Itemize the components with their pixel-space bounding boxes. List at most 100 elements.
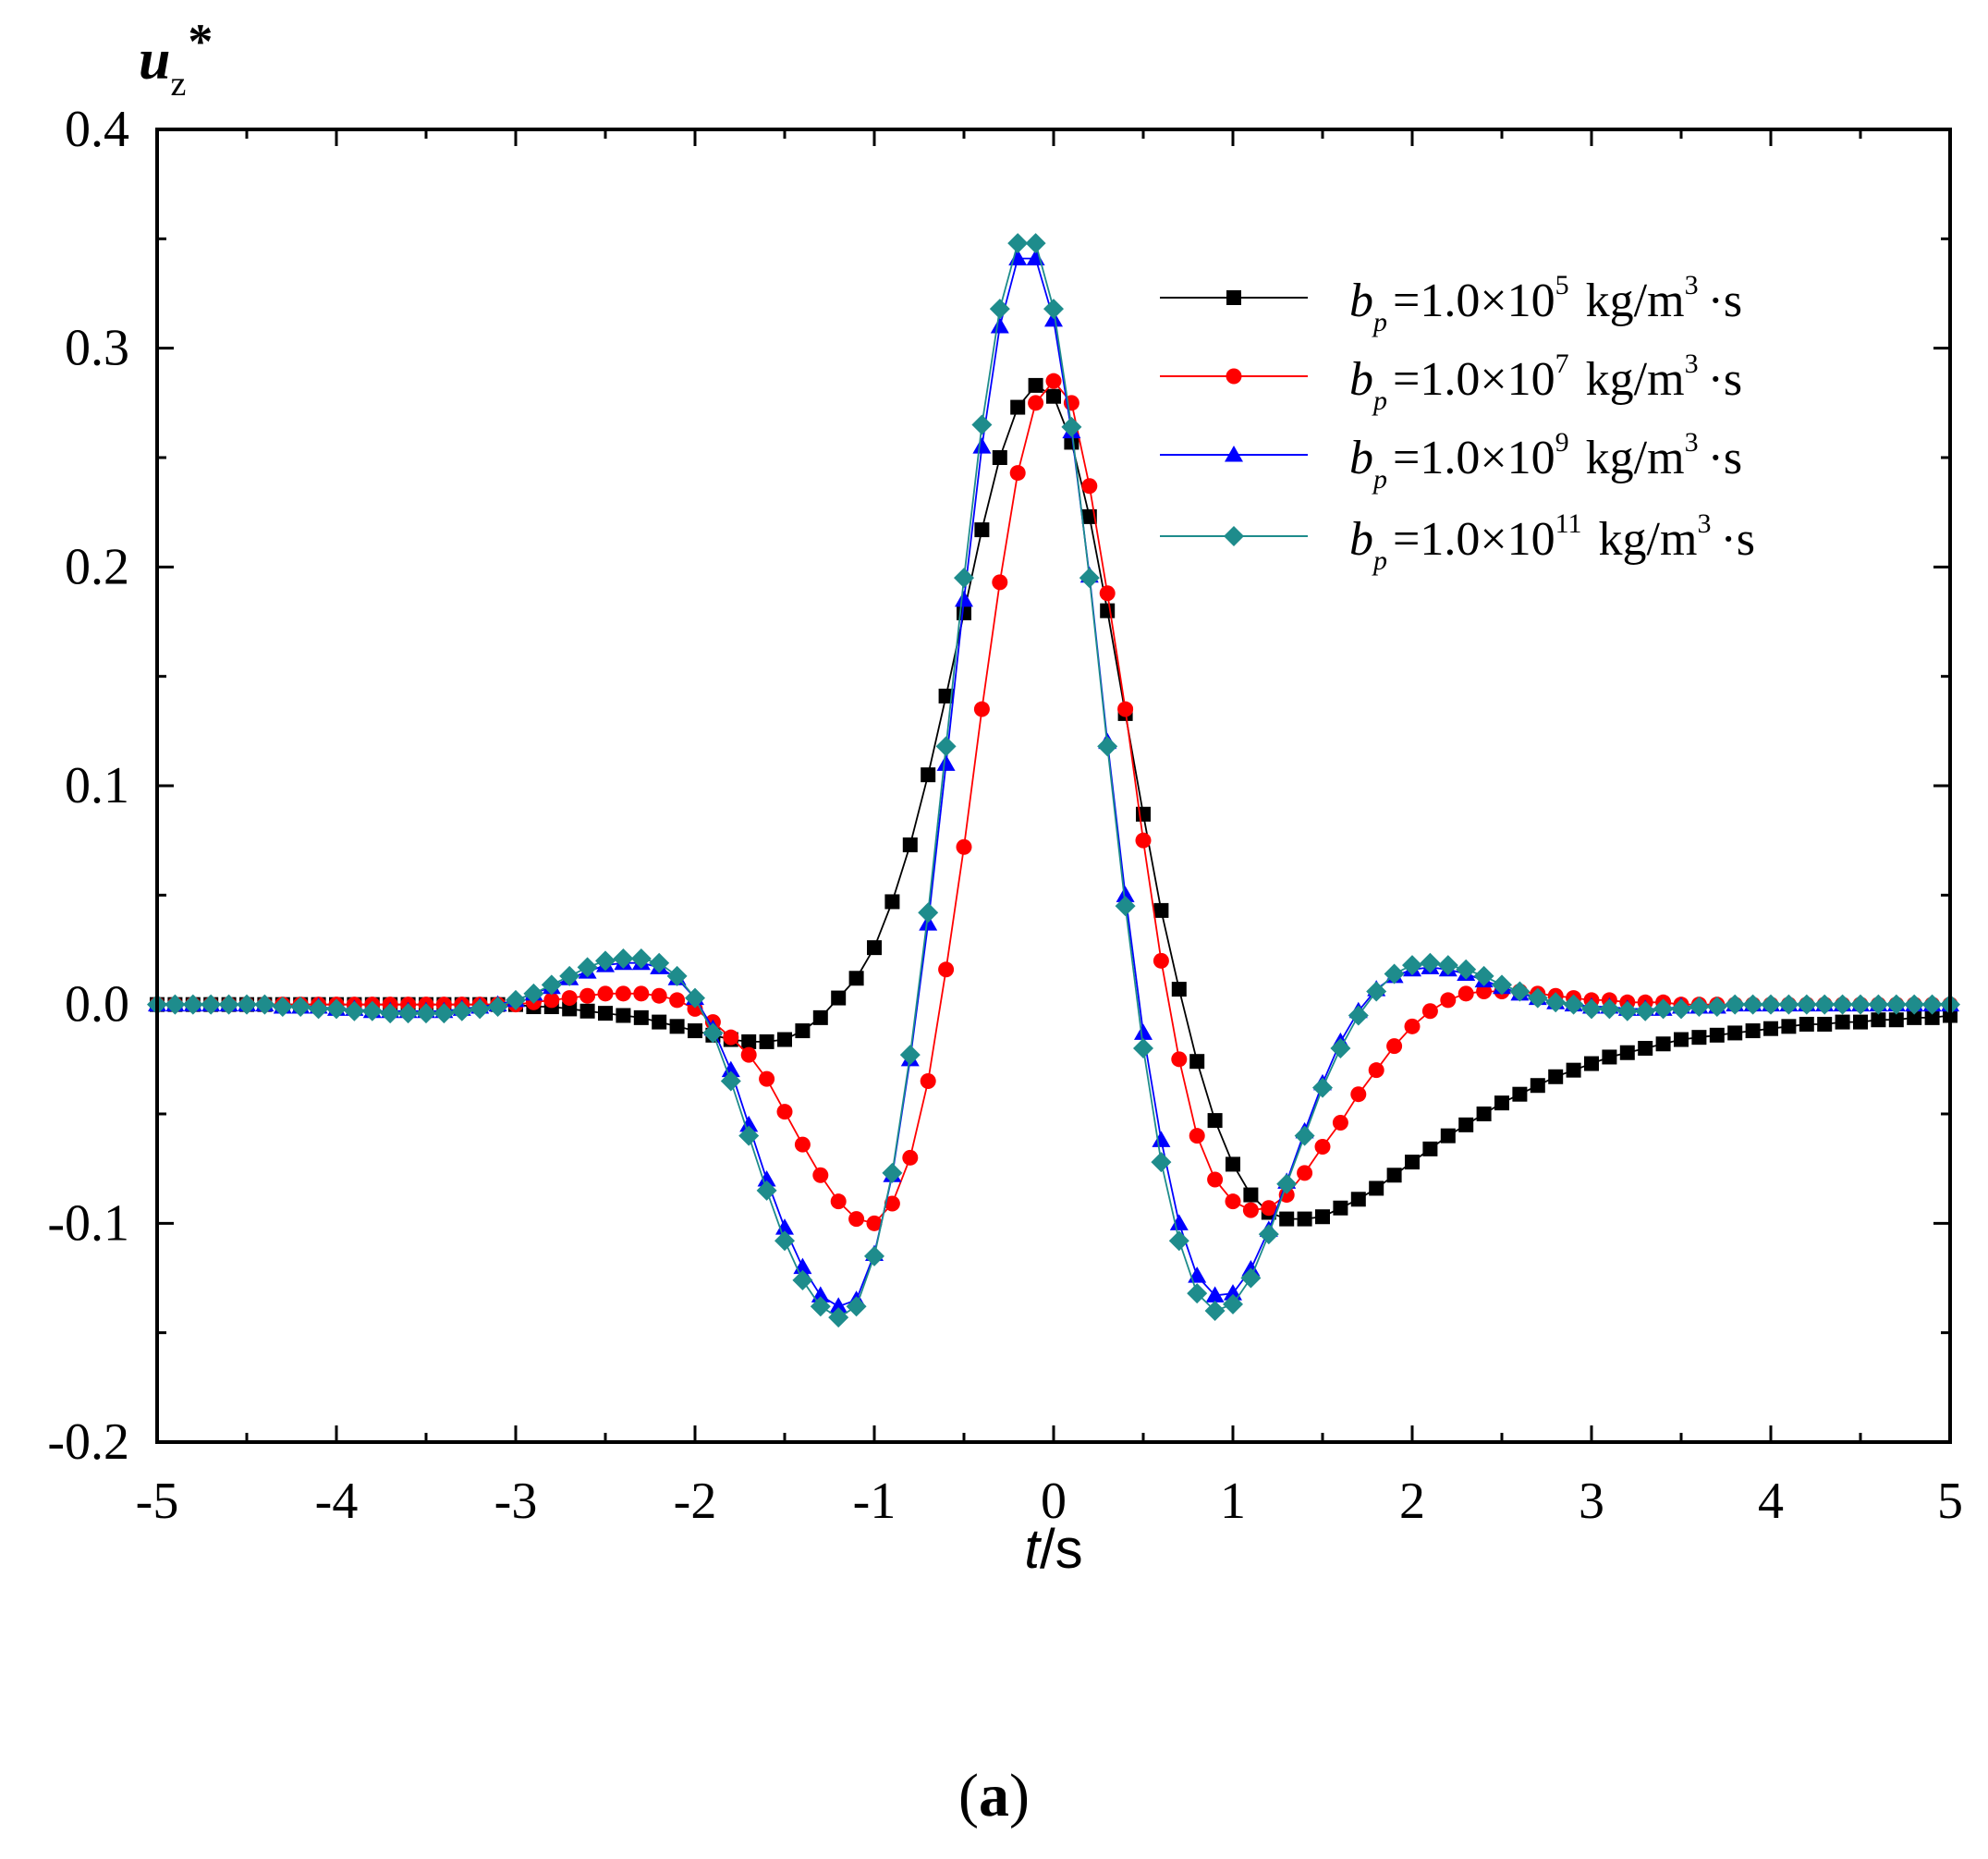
data-point (936, 754, 956, 771)
data-point (559, 965, 580, 986)
data-point (973, 701, 990, 717)
data-point (451, 1000, 472, 1021)
data-point (1314, 1139, 1331, 1155)
data-point (1781, 1019, 1797, 1034)
data-point (739, 1115, 759, 1132)
data-point (652, 1014, 667, 1030)
data-point (1171, 982, 1187, 997)
data-point (1079, 568, 1100, 589)
data-point (989, 299, 1010, 320)
data-point (990, 317, 1009, 334)
data-point (1007, 233, 1029, 254)
data-point (201, 994, 222, 1015)
data-point (1297, 1165, 1313, 1181)
data-point (1924, 1009, 1940, 1025)
data-point (630, 948, 652, 969)
series-line (157, 384, 1951, 1220)
data-point (1494, 1095, 1509, 1111)
data-point (165, 994, 186, 1015)
data-point (1868, 994, 1889, 1015)
data-point (1476, 983, 1493, 999)
data-point (1871, 1012, 1886, 1028)
series-3 (148, 249, 1959, 1314)
y-tick-label: 0.4 (65, 101, 129, 158)
data-point (1097, 736, 1118, 757)
data-point (487, 997, 508, 1018)
data-point (237, 994, 257, 1015)
data-point (810, 1296, 831, 1317)
data-point (1473, 965, 1494, 986)
data-point (777, 1032, 792, 1047)
data-point (1904, 994, 1925, 1015)
data-point (899, 1045, 921, 1066)
data-point (1333, 1200, 1348, 1216)
data-point (720, 1070, 741, 1092)
data-point (470, 998, 491, 1020)
series-1 (150, 377, 1958, 1227)
x-tick-label: -4 (315, 1473, 359, 1530)
data-point (506, 989, 526, 1010)
data-point (866, 1215, 883, 1231)
data-point (882, 1162, 903, 1183)
data-point (846, 1296, 867, 1317)
data-point (1276, 1173, 1298, 1194)
data-point (848, 1211, 865, 1228)
data-point (792, 1269, 813, 1290)
data-point (1294, 1125, 1315, 1146)
data-point (775, 1218, 794, 1235)
data-point (561, 990, 578, 1007)
data-point (1279, 1211, 1295, 1227)
x-axis-label-italic: t (1024, 1518, 1042, 1580)
data-point (1835, 1014, 1850, 1030)
plot-frame (155, 128, 1952, 1444)
data-point (290, 997, 311, 1018)
data-point (1315, 1209, 1330, 1225)
data-point (1330, 1038, 1351, 1058)
data-point (597, 985, 614, 1002)
data-point (1509, 981, 1531, 1002)
data-point (685, 987, 705, 1009)
data-point (579, 987, 596, 1004)
data-point (972, 437, 992, 454)
data-point (1727, 1025, 1743, 1041)
data-point (1386, 1168, 1402, 1183)
data-point (974, 522, 990, 538)
data-point (1332, 1114, 1348, 1131)
panel-label-letter: a (979, 1762, 1009, 1829)
x-axis-label: t/s (1024, 1518, 1082, 1580)
data-point (1225, 1193, 1241, 1210)
data-point (884, 1195, 900, 1212)
data-point (1081, 478, 1098, 495)
legend-marker (1225, 446, 1243, 462)
data-point (254, 994, 275, 1015)
data-point (1189, 1054, 1205, 1070)
data-point (1151, 1152, 1172, 1173)
data-point (1369, 1180, 1384, 1196)
data-point (1742, 994, 1763, 1015)
y-tick-label: 0.0 (65, 976, 129, 1033)
data-point (1133, 1038, 1153, 1058)
data-point (1689, 997, 1710, 1018)
y-axis-label-sub: z (170, 65, 186, 104)
data-point (649, 952, 670, 973)
data-point (1028, 377, 1043, 393)
data-point (1691, 1030, 1707, 1046)
data-point (1312, 1077, 1333, 1098)
legend-label: bp =1.0×105 kg/m3 ·s (1349, 270, 1742, 337)
data-point (615, 985, 631, 1002)
data-point (1240, 1267, 1262, 1289)
data-point (1366, 981, 1387, 1002)
data-point (829, 1297, 848, 1314)
data-point (794, 1136, 811, 1153)
data-point (1153, 952, 1169, 969)
x-tick-label: 3 (1579, 1473, 1604, 1530)
data-point (1420, 952, 1441, 973)
data-point (1009, 465, 1026, 482)
data-point (1422, 1141, 1438, 1156)
data-point (416, 1003, 436, 1024)
data-point (1350, 1192, 1366, 1207)
x-tick-label: -5 (136, 1473, 179, 1530)
data-point (1458, 1117, 1474, 1132)
series-line (157, 257, 1950, 1308)
legend-item-4: bp =1.0×1011 kg/m3 ·s (1160, 508, 1755, 576)
